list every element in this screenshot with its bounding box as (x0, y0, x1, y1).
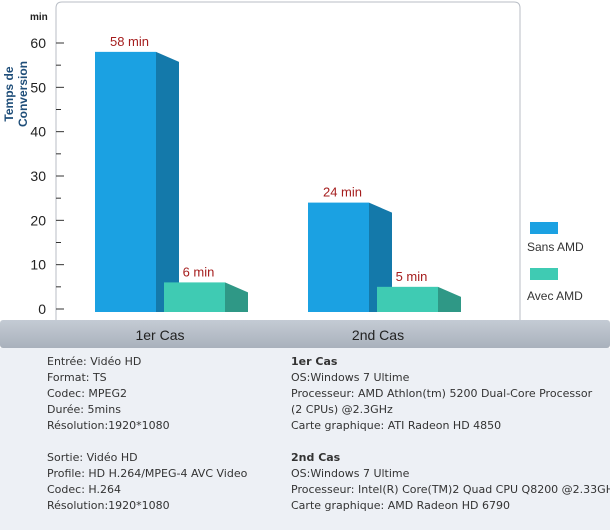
spec-line: Résolution:1920*1080 (47, 499, 170, 512)
case-heading-2: 2nd Cas (291, 451, 341, 464)
bar (164, 282, 225, 312)
legend-label-sans-amd: Sans AMD (527, 240, 584, 254)
legend-swatch-sans-amd (530, 222, 558, 234)
spec-line: Carte graphique: ATI Radeon HD 4850 (291, 419, 502, 432)
category-label-2: 2nd Cas (351, 327, 405, 343)
bar (308, 202, 369, 312)
spacer (291, 434, 610, 450)
hardware-specs: 1er Cas OS:Windows 7 Ultime Processeur: … (291, 354, 610, 514)
y-tick-label: 30 (30, 168, 46, 184)
chart-area: 0 10 20 30 40 50 60 58 min 24 min 6 min 5 min Temp… (2, 1, 584, 320)
y-axis-unit: min (30, 12, 48, 23)
data-label: 24 min (323, 185, 362, 200)
y-tick-label: 20 (30, 212, 46, 228)
spec-line: Entrée: Vidéo HD (47, 355, 142, 368)
spec-line: Format: TS (47, 371, 107, 384)
legend-swatch-avec-amd (530, 268, 558, 280)
y-tick-label: 60 (30, 35, 46, 51)
input-output-specs: Entrée: Vidéo HD Format: TS Codec: MPEG2… (47, 354, 247, 514)
bar-chart: 0 10 20 30 40 50 60 58 min 24 min 6 min 5 min (30, 1, 521, 320)
spacer (47, 434, 247, 450)
category-label-1: 1er Cas (135, 327, 185, 343)
bar-side (369, 202, 392, 312)
bar-side (225, 282, 248, 312)
category-band (0, 320, 610, 348)
spec-line: OS:Windows 7 Ultime (291, 467, 410, 480)
data-label: 6 min (183, 264, 215, 279)
spec-line: Profile: HD H.264/MPEG-4 AVC Video (47, 467, 248, 480)
bar-side (156, 51, 179, 312)
spec-line: (2 CPUs) @2.3GHz (291, 403, 393, 416)
y-tick-label: 40 (30, 124, 46, 140)
spec-line: OS:Windows 7 Ultime (291, 371, 410, 384)
bar (95, 51, 156, 312)
spec-line: Codec: MPEG2 (47, 387, 128, 400)
data-label: 58 min (110, 34, 149, 49)
spec-line: Processeur: AMD Athlon(tm) 5200 Dual-Cor… (291, 387, 593, 400)
y-tick-label: 10 (30, 257, 46, 273)
bar (377, 286, 438, 312)
plot-frame (55, 1, 521, 320)
spec-line: Sortie: Vidéo HD (47, 451, 138, 464)
y-tick-label: 0 (38, 301, 46, 317)
case-heading-1: 1er Cas (291, 355, 338, 368)
spec-line: Carte graphique: AMD Radeon HD 6790 (291, 499, 511, 512)
test-configuration-panel: Entrée: Vidéo HD Format: TS Codec: MPEG2… (0, 348, 610, 530)
spec-line: Résolution:1920*1080 (47, 419, 170, 432)
data-label: 5 min (396, 269, 428, 284)
bar-side (438, 286, 461, 312)
y-tick-label: 50 (30, 79, 46, 95)
spec-line: Processeur: Intel(R) Core(TM)2 Quad CPU … (291, 483, 610, 496)
spec-line: Codec: H.264 (47, 483, 121, 496)
legend-label-avec-amd: Avec AMD (527, 289, 583, 303)
y-axis-title: Temps de Conversion (2, 61, 30, 128)
spec-line: Durée: 5mins (47, 403, 121, 416)
